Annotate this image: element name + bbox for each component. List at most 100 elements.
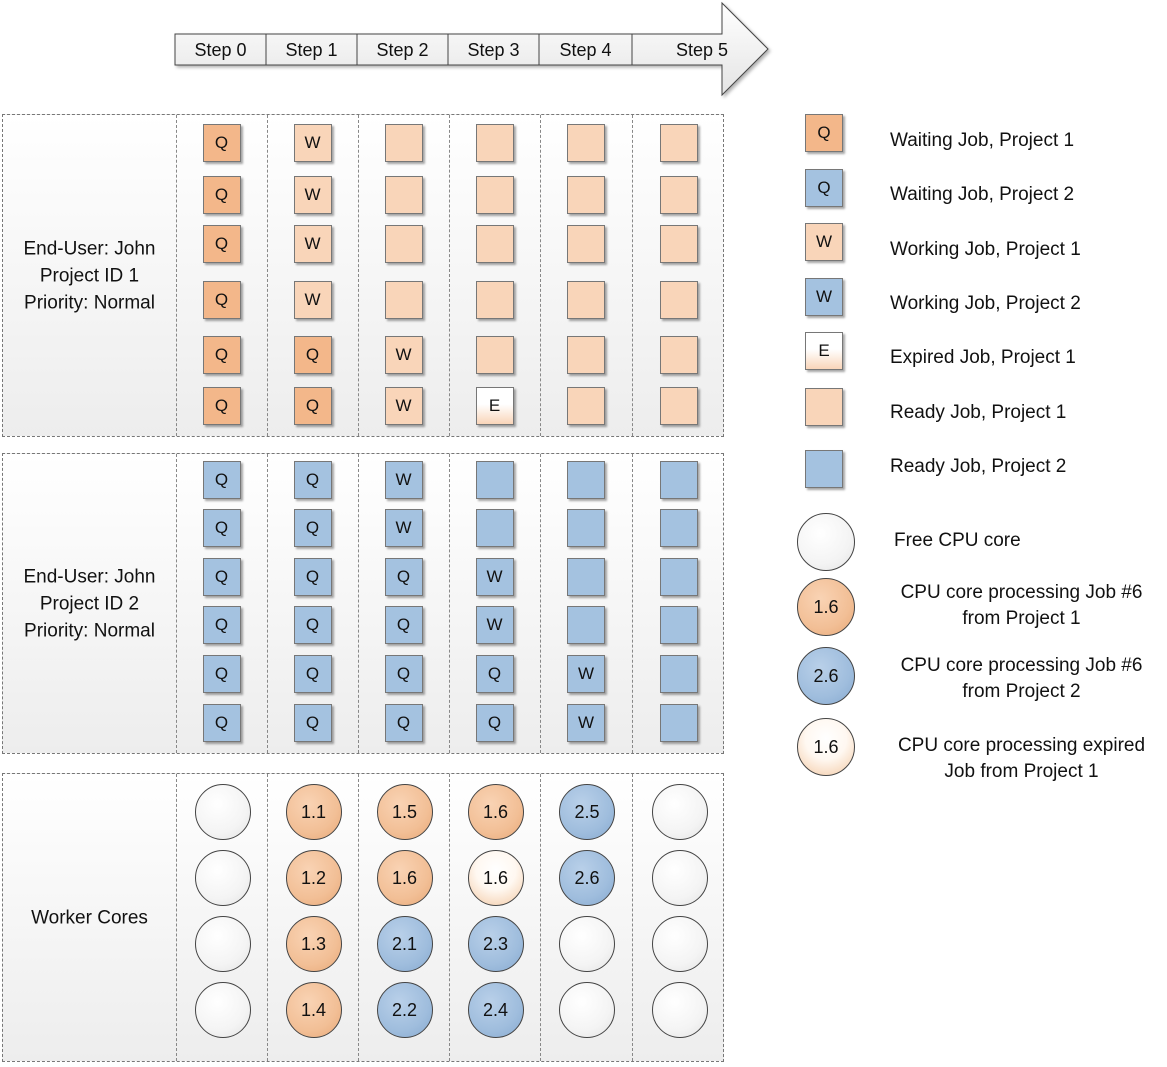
- busy-cpu-core: 2.2: [376, 982, 433, 1038]
- free-cpu-core: [194, 784, 251, 840]
- label-line: Project ID 2: [39, 593, 140, 614]
- legend-core-label-line: from Project 2: [962, 681, 1081, 702]
- waiting-job-box: Q: [293, 704, 332, 742]
- busy-cpu-core: 1.4: [285, 982, 342, 1038]
- legend-swatch: W: [805, 278, 843, 316]
- working-job-box: W: [293, 225, 332, 263]
- ready-job-box: [659, 225, 698, 263]
- waiting-job-box: Q: [202, 558, 241, 596]
- legend-swatch: [805, 450, 843, 488]
- ready-job-box: [567, 461, 605, 499]
- column-divider: [632, 454, 633, 753]
- legend-core-label-line: CPU core processing expired: [897, 735, 1146, 756]
- ready-job-box: [567, 336, 605, 374]
- waiting-job-box: Q: [384, 704, 423, 742]
- free-cpu-core: [651, 982, 708, 1038]
- ready-job-box: [659, 176, 698, 214]
- waiting-job-box: Q: [293, 461, 332, 499]
- legend-core: [797, 513, 855, 571]
- column-divider: [358, 774, 359, 1061]
- ready-job-box: [659, 281, 698, 319]
- waiting-job-box: Q: [202, 225, 241, 263]
- busy-cpu-core: 2.6: [559, 850, 615, 906]
- free-cpu-core: [194, 850, 251, 906]
- busy-cpu-core: 1.2: [285, 850, 342, 906]
- free-cpu-core: [194, 982, 251, 1038]
- column-divider: [540, 115, 541, 436]
- waiting-job-box: Q: [475, 655, 514, 693]
- legend-label: Ready Job, Project 2: [890, 456, 1067, 477]
- worker-cores-panel: Worker Cores 1.1 1.2 1.3 1.4 1.5 1.6 2.1 2.2 1.6…: [2, 773, 724, 1062]
- ready-job-box: [659, 655, 698, 693]
- waiting-job-box: Q: [202, 124, 241, 162]
- busy-cpu-core: 2.4: [467, 982, 524, 1038]
- column-divider: [267, 454, 268, 753]
- ready-job-box: [567, 225, 605, 263]
- step-label: Step 5: [675, 40, 729, 60]
- waiting-job-box: Q: [475, 704, 514, 742]
- busy-cpu-core: 1.1: [285, 784, 342, 840]
- waiting-job-box: Q: [202, 336, 241, 374]
- legend-core-label-line: CPU core processing Job #6: [900, 582, 1143, 603]
- working-job-box: W: [384, 509, 423, 547]
- legend-swatch: Q: [805, 114, 843, 152]
- waiting-job-box: Q: [202, 606, 241, 644]
- ready-job-box: [475, 176, 514, 214]
- waiting-job-box: Q: [384, 606, 423, 644]
- ready-job-box: [659, 509, 698, 547]
- waiting-job-box: Q: [202, 655, 241, 693]
- expired-job-box: E: [475, 387, 514, 425]
- legend-core: 1.6: [797, 578, 855, 636]
- waiting-job-box: Q: [293, 655, 332, 693]
- ready-job-box: [659, 606, 698, 644]
- ready-job-box: [475, 461, 514, 499]
- ready-job-box: [567, 124, 605, 162]
- ready-job-box: [659, 387, 698, 425]
- busy-cpu-core: 1.6: [376, 850, 433, 906]
- label-line: Priority: Normal: [24, 620, 155, 641]
- busy-cpu-core: 2.5: [559, 784, 615, 840]
- ready-job-box: [384, 124, 423, 162]
- free-cpu-core: [651, 784, 708, 840]
- ready-job-box: [567, 176, 605, 214]
- column-divider: [176, 774, 177, 1061]
- working-job-box: W: [384, 336, 423, 374]
- legend-label: Expired Job, Project 1: [890, 347, 1076, 368]
- legend-core-label-line: Job from Project 1: [944, 761, 1099, 782]
- ready-job-box: [659, 336, 698, 374]
- column-divider: [358, 115, 359, 436]
- busy-cpu-core: 2.3: [467, 916, 524, 972]
- legend-label: Working Job, Project 2: [890, 293, 1081, 314]
- legend-core-label: CPU core processing Job #6 from Project 2: [889, 653, 1154, 705]
- legend-label: Waiting Job, Project 1: [890, 130, 1075, 151]
- step-label: Step 3: [467, 40, 520, 60]
- ready-job-box: [567, 558, 605, 596]
- ready-job-box: [567, 387, 605, 425]
- working-job-box: W: [384, 461, 423, 499]
- legend-swatch: [805, 388, 843, 426]
- column-divider: [176, 115, 177, 436]
- step-label: Step 0: [194, 40, 247, 60]
- working-job-box: W: [475, 558, 514, 596]
- ready-job-box: [475, 336, 514, 374]
- legend-swatch: W: [805, 223, 843, 261]
- column-divider: [176, 454, 177, 753]
- legend-core-label: CPU core processing Job #6 from Project 1: [889, 580, 1154, 632]
- ready-job-box: [567, 606, 605, 644]
- waiting-job-box: Q: [202, 704, 241, 742]
- working-job-box: W: [293, 281, 332, 319]
- project-1-label: End-User: John Project ID 1 Priority: No…: [3, 235, 176, 316]
- busy-cpu-core: 2.1: [376, 916, 433, 972]
- waiting-job-box: Q: [384, 655, 423, 693]
- free-cpu-core: [559, 982, 615, 1038]
- free-cpu-core: [559, 916, 615, 972]
- legend-core: 2.6: [797, 647, 855, 705]
- busy-cpu-core: 1.6: [467, 784, 524, 840]
- waiting-job-box: Q: [293, 558, 332, 596]
- label-line: Project ID 1: [39, 265, 140, 286]
- busy-cpu-core: 1.6: [467, 850, 524, 906]
- waiting-job-box: Q: [202, 281, 241, 319]
- waiting-job-box: Q: [202, 461, 241, 499]
- ready-job-box: [475, 281, 514, 319]
- free-cpu-core: [651, 916, 708, 972]
